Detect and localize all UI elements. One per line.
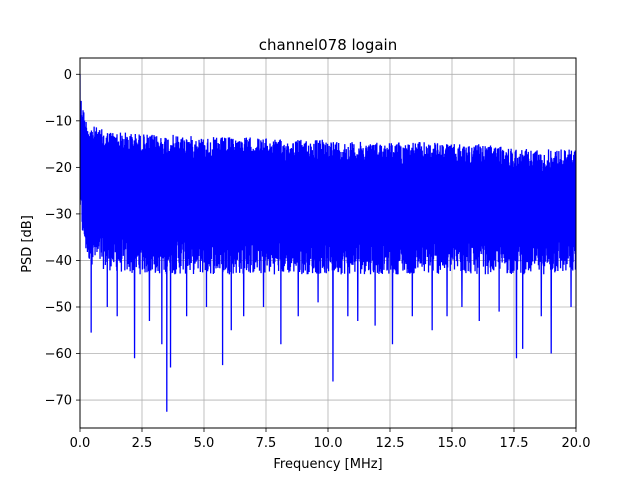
x-tick-label: 15.0: [438, 436, 467, 451]
y-tick-label: −10: [45, 114, 72, 129]
x-tick-label: 0.0: [70, 436, 91, 451]
x-tick-label: 12.5: [376, 436, 405, 451]
y-tick-label: −30: [45, 207, 72, 222]
x-ticks: 0.0 2.5 5.0 7.5 10.0 12.5 15.0 17.5 20.0: [70, 428, 591, 451]
x-tick-label: 2.5: [132, 436, 153, 451]
x-tick-label: 5.0: [194, 436, 215, 451]
y-ticks: 0 −10 −20 −30 −40 −50 −60 −70: [45, 68, 80, 409]
psd-line: [80, 74, 576, 412]
x-tick-label: 20.0: [562, 436, 591, 451]
y-tick-label: −70: [45, 394, 72, 409]
y-tick-label: −20: [45, 161, 72, 176]
y-axis-label: PSD [dB]: [20, 215, 35, 273]
series-psd: [80, 74, 576, 412]
y-tick-label: 0: [64, 68, 72, 83]
y-tick-label: −40: [45, 254, 72, 269]
chart-title: channel078 logain: [259, 36, 398, 54]
x-tick-label: 10.0: [314, 436, 343, 451]
y-tick-label: −50: [45, 300, 72, 315]
x-tick-label: 7.5: [256, 436, 277, 451]
x-tick-label: 17.5: [500, 436, 529, 451]
x-axis-label: Frequency [MHz]: [273, 457, 382, 472]
y-tick-label: −60: [45, 347, 72, 362]
